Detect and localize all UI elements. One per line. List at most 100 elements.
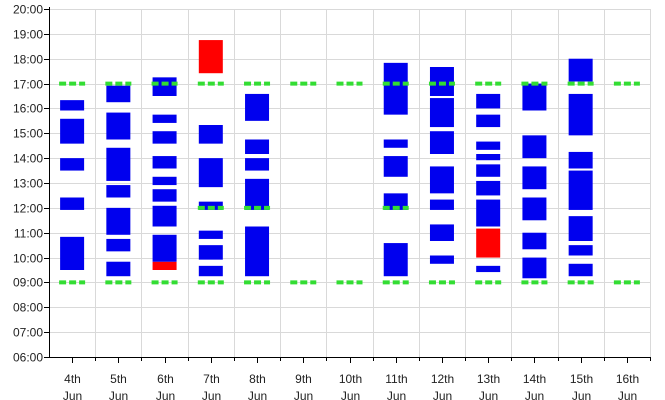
x-tick-label-month: Jun: [109, 389, 128, 400]
x-tick-label-month: Jun: [341, 389, 360, 400]
blue-block: [429, 67, 454, 96]
x-tick-label: 10th: [339, 372, 362, 386]
x-tick-label-month: Jun: [63, 389, 82, 400]
x-tick-label-month: Jun: [525, 389, 544, 400]
blue-block: [152, 77, 177, 96]
blue-block: [198, 125, 223, 144]
x-tick-label-month: Jun: [294, 389, 313, 400]
blue-block: [476, 141, 501, 150]
x-tick-label: 7th: [203, 372, 220, 386]
x-tick-label-month: Jun: [387, 389, 406, 400]
blue-block: [429, 199, 454, 210]
blue-block: [383, 243, 408, 277]
y-tick-label: 08:00: [13, 301, 43, 315]
x-tick-label: 12th: [431, 372, 454, 386]
blue-block: [383, 193, 408, 210]
blue-block: [60, 118, 85, 144]
blue-block: [152, 189, 177, 202]
red-block: [476, 228, 501, 258]
blue-block: [568, 216, 593, 241]
blue-block: [383, 139, 408, 148]
blue-block: [476, 93, 501, 109]
blue-block: [568, 170, 593, 210]
blue-block: [198, 158, 223, 188]
blue-block: [245, 178, 270, 210]
blue-block: [522, 232, 547, 250]
blue-block: [106, 147, 131, 181]
blue-block: [568, 245, 593, 256]
blue-block: [429, 224, 454, 241]
y-tick-label: 18:00: [13, 53, 43, 67]
blue-block: [60, 197, 85, 210]
x-tick-label: 9th: [295, 372, 312, 386]
blue-block: [106, 207, 131, 235]
blue-block: [429, 131, 454, 154]
y-tick-label: 10:00: [13, 252, 43, 266]
blue-block: [245, 139, 270, 154]
blue-block: [476, 265, 501, 273]
x-tick-label-month: Jun: [248, 389, 267, 400]
blue-block: [152, 131, 177, 144]
blue-block: [476, 114, 501, 128]
blue-block: [106, 112, 131, 140]
blue-block: [198, 265, 223, 277]
x-tick-label: 14th: [523, 372, 546, 386]
x-tick-label-month: Jun: [572, 389, 591, 400]
y-tick-label: 20:00: [13, 3, 43, 17]
blue-block: [476, 180, 501, 196]
x-tick-label: 16th: [616, 372, 639, 386]
blue-block: [429, 166, 454, 194]
blue-block: [60, 158, 85, 171]
y-tick-label: 07:00: [13, 326, 43, 340]
blue-block: [152, 205, 177, 227]
blue-block: [152, 234, 177, 262]
blue-block: [106, 85, 131, 103]
red-block: [152, 261, 177, 270]
blue-block: [568, 151, 593, 169]
blue-block: [568, 58, 593, 82]
blue-block: [522, 135, 547, 159]
blue-block: [198, 230, 223, 239]
blue-block: [245, 226, 270, 277]
y-tick-label: 19:00: [13, 28, 43, 42]
y-tick-label: 06:00: [13, 351, 43, 365]
blue-block: [568, 263, 593, 277]
x-tick-label-month: Jun: [618, 389, 637, 400]
y-tick-label: 13:00: [13, 177, 43, 191]
x-tick-label: 13th: [477, 372, 500, 386]
x-tick-label-month: Jun: [202, 389, 221, 400]
blue-block: [152, 176, 177, 186]
blue-block: [522, 83, 547, 111]
blue-block: [152, 156, 177, 169]
red-block: [198, 40, 223, 74]
blue-block: [106, 238, 131, 252]
blue-block: [152, 114, 177, 123]
blue-block: [429, 255, 454, 264]
y-tick-label: 16:00: [13, 102, 43, 116]
x-tick-label: 5th: [110, 372, 127, 386]
blue-block: [106, 261, 131, 277]
blue-block: [106, 185, 131, 198]
blue-block: [60, 236, 85, 270]
blue-block: [522, 197, 547, 221]
y-tick-label: 09:00: [13, 276, 43, 290]
blue-block: [198, 201, 223, 210]
y-tick-label: 14:00: [13, 152, 43, 166]
blue-block: [245, 93, 270, 121]
x-tick-label: 15th: [570, 372, 593, 386]
y-tick-label: 12:00: [13, 202, 43, 216]
x-tick-label: 6th: [157, 372, 174, 386]
blue-block: [245, 158, 270, 171]
y-tick-label: 17:00: [13, 78, 43, 92]
blue-block: [568, 93, 593, 136]
blue-block: [476, 199, 501, 227]
x-tick-label: 11th: [385, 372, 407, 386]
x-tick-label-month: Jun: [433, 389, 452, 400]
x-tick-label-month: Jun: [156, 389, 175, 400]
blue-block: [476, 164, 501, 177]
blue-block: [383, 62, 408, 115]
x-tick-label: 4th: [64, 372, 81, 386]
blue-block: [522, 166, 547, 190]
y-tick-label: 11:00: [14, 227, 43, 241]
